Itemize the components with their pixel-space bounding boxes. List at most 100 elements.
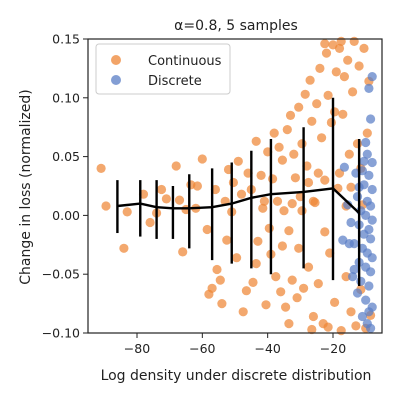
mean-line bbox=[117, 187, 360, 214]
continuous-point bbox=[341, 272, 351, 282]
continuous-point bbox=[307, 324, 317, 335]
continuous-point bbox=[192, 181, 202, 191]
x-axis-label: Log density under discrete distribution bbox=[101, 368, 372, 384]
continuous-point bbox=[315, 63, 325, 73]
discrete-point bbox=[352, 192, 363, 202]
discrete-point bbox=[348, 272, 358, 282]
chart-title: α=0.8, 5 samples bbox=[174, 18, 298, 34]
errorbar-layer bbox=[116, 97, 361, 286]
continuous-point bbox=[326, 117, 336, 128]
discrete-point bbox=[343, 200, 353, 210]
continuous-point bbox=[336, 326, 346, 336]
continuous-point bbox=[303, 262, 314, 272]
continuous-point bbox=[352, 139, 363, 149]
continuous-point bbox=[253, 236, 263, 246]
continuous-point bbox=[287, 199, 297, 209]
continuous-point bbox=[156, 184, 167, 195]
x-axis: −80 −60 −40 −20 bbox=[124, 333, 346, 356]
discrete-point bbox=[366, 114, 376, 124]
y-tick-label: 0.05 bbox=[52, 149, 80, 164]
discrete-point bbox=[361, 210, 371, 220]
y-tick-label: −0.05 bbox=[42, 267, 80, 282]
continuous-point bbox=[300, 89, 310, 99]
continuous-point bbox=[321, 48, 332, 58]
x-tick-label: −20 bbox=[320, 341, 346, 356]
continuous-point bbox=[256, 170, 266, 180]
continuous-point bbox=[323, 322, 333, 332]
continuous-point bbox=[145, 217, 155, 228]
discrete-point bbox=[361, 137, 371, 148]
x-tick-label: −40 bbox=[254, 341, 280, 356]
continuous-point bbox=[294, 243, 304, 253]
continuous-point bbox=[217, 299, 227, 309]
continuous-point bbox=[238, 307, 248, 317]
continuous-point bbox=[287, 275, 297, 285]
x-tick-label: −60 bbox=[189, 341, 215, 356]
legend: Continuous Discrete bbox=[95, 43, 231, 95]
continuous-point bbox=[297, 139, 307, 149]
discrete-point bbox=[367, 72, 377, 82]
continuous-point bbox=[292, 293, 302, 303]
y-tick-label: 0.10 bbox=[52, 90, 80, 105]
discrete-point bbox=[366, 323, 376, 333]
continuous-point bbox=[122, 207, 132, 217]
continuous-point bbox=[96, 163, 106, 173]
continuous-point bbox=[351, 321, 361, 331]
legend-continuous-label: Continuous bbox=[148, 54, 222, 69]
continuous-point bbox=[233, 156, 243, 166]
continuous-point bbox=[277, 241, 287, 251]
continuous-point bbox=[297, 206, 307, 216]
continuous-point bbox=[284, 319, 294, 329]
continuous-point bbox=[330, 107, 340, 117]
discrete-point bbox=[364, 307, 374, 317]
continuous-point bbox=[349, 36, 359, 47]
discrete-point bbox=[356, 276, 366, 286]
continuous-point bbox=[279, 206, 289, 216]
continuous-point bbox=[241, 286, 251, 296]
legend-discrete-marker bbox=[111, 75, 121, 85]
continuous-point bbox=[289, 149, 299, 159]
y-axis-label: Change in loss (normalized) bbox=[18, 89, 34, 284]
continuous-point bbox=[317, 133, 327, 143]
continuous-point bbox=[346, 182, 356, 192]
continuous-point bbox=[119, 243, 129, 253]
continuous-point bbox=[277, 155, 287, 165]
continuous-point bbox=[334, 43, 345, 54]
continuous-point bbox=[261, 300, 271, 310]
continuous-point bbox=[202, 224, 212, 235]
continuous-point bbox=[174, 195, 185, 205]
continuous-point bbox=[251, 136, 261, 146]
continuous-point bbox=[248, 277, 258, 287]
discrete-point bbox=[346, 217, 356, 228]
continuous-point bbox=[303, 177, 314, 188]
continuous-point bbox=[312, 99, 322, 109]
discrete-point bbox=[367, 253, 377, 263]
continuous-point bbox=[313, 279, 323, 289]
discrete-point bbox=[364, 281, 374, 291]
discrete-point bbox=[366, 267, 376, 277]
continuous-point bbox=[259, 196, 269, 206]
continuous-point bbox=[197, 154, 207, 164]
discrete-point bbox=[367, 215, 377, 225]
continuous-point bbox=[308, 196, 318, 206]
continuous-point bbox=[228, 177, 238, 188]
continuous-point bbox=[276, 287, 286, 297]
continuous-point bbox=[346, 307, 356, 317]
continuous-point bbox=[236, 189, 247, 199]
legend-continuous-marker bbox=[111, 55, 121, 65]
continuous-point bbox=[271, 272, 281, 282]
discrete-point bbox=[366, 234, 376, 244]
y-tick-label: −0.10 bbox=[42, 326, 80, 341]
x-tick-label: −80 bbox=[124, 341, 150, 356]
y-tick-label: 0.15 bbox=[52, 32, 80, 47]
continuous-point bbox=[320, 227, 330, 237]
continuous-point bbox=[212, 264, 222, 275]
continuous-point bbox=[308, 311, 318, 322]
continuous-point bbox=[330, 297, 340, 307]
continuous-point bbox=[178, 247, 188, 257]
continuous-point bbox=[331, 67, 341, 77]
continuous-point bbox=[272, 196, 283, 206]
discrete-point bbox=[361, 295, 371, 305]
legend-discrete-label: Discrete bbox=[148, 74, 202, 89]
